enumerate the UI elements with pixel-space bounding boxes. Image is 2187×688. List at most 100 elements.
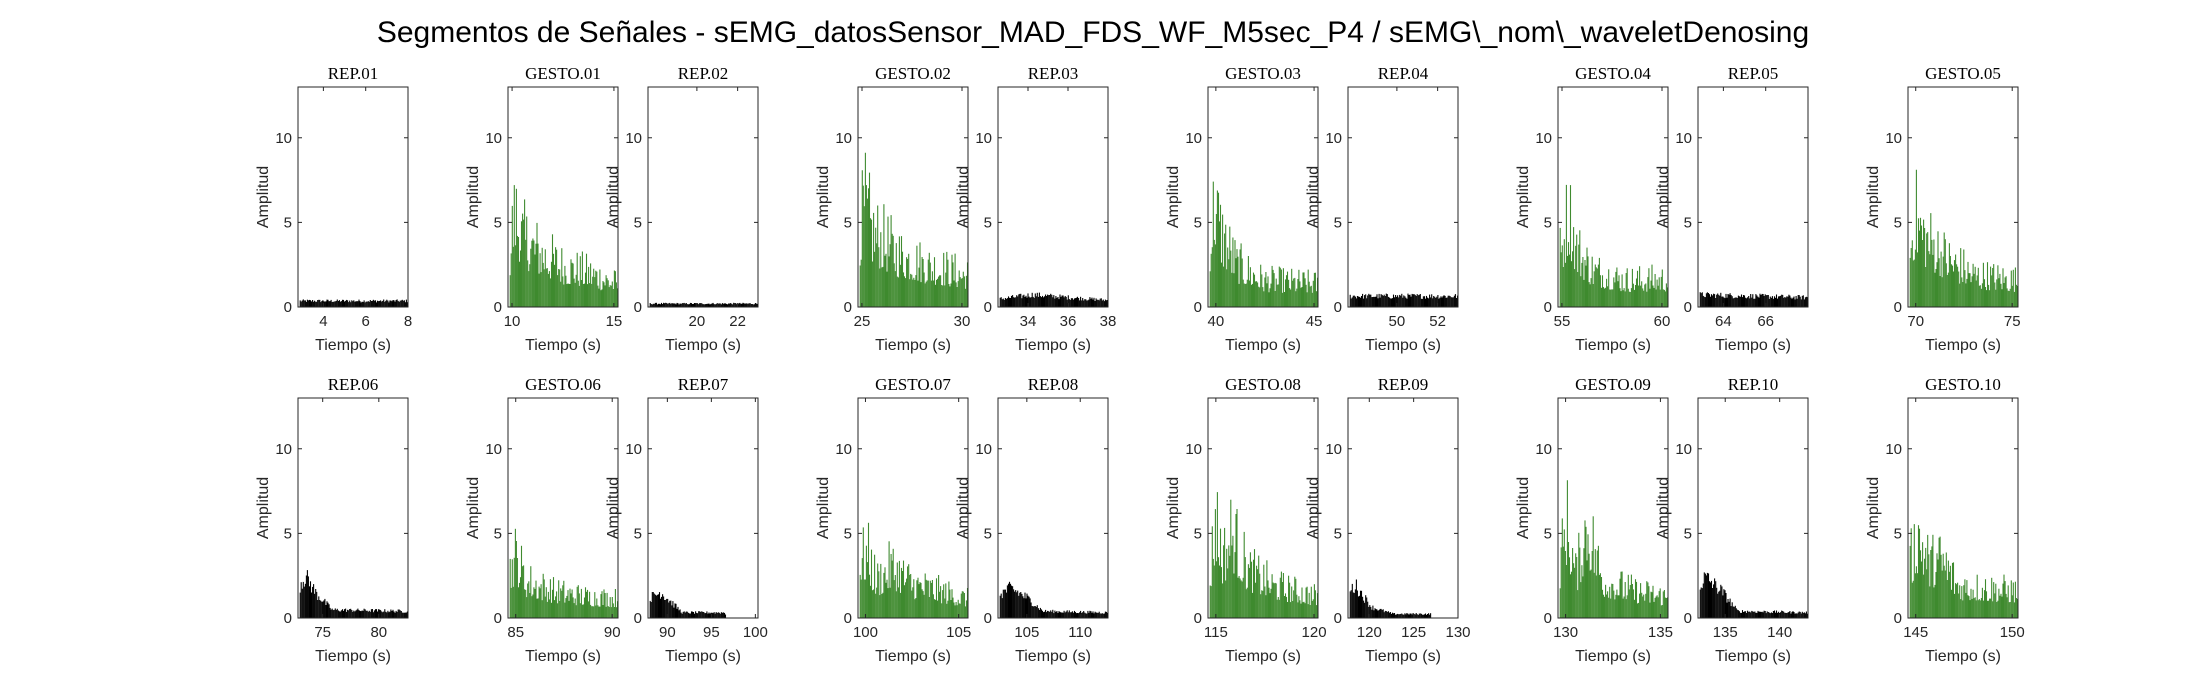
x-axis-label: Tiempo (s) (1715, 648, 1791, 665)
x-tick-label: 95 (703, 624, 720, 641)
subplot-title: REP.05 (1728, 64, 1779, 83)
y-tick-label: 5 (1194, 214, 1202, 231)
x-axis-label: Tiempo (s) (1225, 648, 1301, 665)
y-tick-label: 5 (1684, 214, 1692, 231)
y-tick-label: 5 (1194, 525, 1202, 542)
subplot-gesto-10: 0 5 10 145 150 GESTO.10 Tiempo (s) Amplitud (1865, 375, 2025, 665)
signal-series (509, 528, 619, 618)
y-tick-label: 0 (634, 299, 642, 316)
x-tick-label: 140 (1767, 624, 1792, 641)
y-tick-label: 5 (494, 525, 502, 542)
x-axis-label: Tiempo (s) (665, 648, 741, 665)
x-tick-label: 30 (954, 313, 971, 330)
y-tick-label: 0 (634, 610, 642, 627)
y-axis-label: Amplitud (1165, 477, 1182, 539)
x-axis-label: Tiempo (s) (1365, 337, 1441, 354)
y-tick-label: 0 (284, 299, 292, 316)
y-axis-label: Amplitud (1865, 477, 1882, 539)
y-axis-label: Amplitud (465, 166, 482, 228)
x-axis-label: Tiempo (s) (875, 648, 951, 665)
subplot-gesto-08: 0 5 10 115 120 GESTO.08 Tiempo (s) Amplitud (1165, 375, 1327, 665)
x-tick-label: 85 (507, 624, 524, 641)
x-tick-label: 45 (1306, 313, 1323, 330)
subplot-gesto-01: 0 5 10 10 15 GESTO.01 Tiempo (s) Amplitud (465, 64, 622, 354)
subplot-rep-02: 0 5 10 20 22 REP.02 Tiempo (s) Amplitud (605, 64, 759, 354)
axes-frame (857, 86, 969, 308)
signal-series (999, 581, 1109, 618)
y-tick-label: 10 (1885, 130, 1902, 147)
y-axis-label: Amplitud (605, 477, 622, 539)
subplot-title: GESTO.10 (1925, 375, 2001, 394)
figure-title: Segmentos de Señales - sEMG_datosSensor_… (377, 16, 1809, 49)
x-axis-label: Tiempo (s) (1015, 648, 1091, 665)
x-axis-label: Tiempo (s) (1015, 337, 1091, 354)
subplot-title: GESTO.03 (1225, 64, 1301, 83)
y-tick-label: 0 (984, 610, 992, 627)
x-axis-label: Tiempo (s) (1925, 648, 2001, 665)
subplot-rep-05: 0 5 10 64 66 REP.05 Tiempo (s) Amplitud (1655, 64, 1809, 354)
y-axis-label: Amplitud (1305, 477, 1322, 539)
subplot-title: REP.10 (1728, 375, 1779, 394)
x-tick-label: 115 (1204, 624, 1228, 641)
x-tick-label: 50 (1389, 313, 1406, 330)
subplot-gesto-06: 0 5 10 85 90 GESTO.06 Tiempo (s) Amplitud (465, 375, 621, 665)
axes-frame (1207, 86, 1319, 308)
x-tick-label: 36 (1060, 313, 1077, 330)
x-tick-label: 60 (1654, 313, 1671, 330)
y-axis-label: Amplitud (815, 166, 832, 228)
axes-frame (647, 86, 759, 308)
x-tick-label: 145 (1903, 624, 1928, 641)
y-tick-label: 10 (1325, 441, 1342, 458)
subplot-rep-06: 0 5 10 75 80 REP.06 Tiempo (s) Amplitud (255, 375, 409, 665)
y-tick-label: 0 (1334, 299, 1342, 316)
signal-series (859, 152, 969, 307)
x-tick-label: 6 (362, 313, 370, 330)
x-axis-label: Tiempo (s) (315, 648, 391, 665)
axes-frame (857, 397, 969, 619)
subplot-rep-08: 0 5 10 105 110 REP.08 Tiempo (s) Amplitud (955, 375, 1109, 665)
x-tick-label: 135 (1713, 624, 1738, 641)
y-axis-label: Amplitud (605, 166, 622, 228)
x-tick-label: 15 (606, 313, 623, 330)
y-tick-label: 5 (1894, 525, 1902, 542)
signal-series (859, 522, 969, 618)
y-axis-label: Amplitud (1305, 166, 1322, 228)
signal-series (649, 302, 759, 307)
x-tick-label: 20 (689, 313, 706, 330)
signal-series (1209, 492, 1319, 618)
signal-series (1349, 293, 1459, 307)
signal-series (1909, 169, 2019, 307)
x-tick-label: 34 (1020, 313, 1037, 330)
axes-frame (1207, 397, 1319, 619)
axes-frame (1347, 397, 1459, 619)
signal-series (299, 299, 408, 307)
subplot-gesto-03: 0 5 10 40 45 GESTO.03 Tiempo (s) Amplitud (1165, 64, 1322, 354)
y-axis-label: Amplitud (465, 477, 482, 539)
x-axis-label: Tiempo (s) (875, 337, 951, 354)
y-tick-label: 10 (275, 130, 292, 147)
x-tick-label: 22 (729, 313, 746, 330)
subplot-title: GESTO.02 (875, 64, 951, 83)
subplot-rep-07: 0 5 10 90 95 100 REP.07 Tiempo (s) Amplitud (605, 375, 768, 665)
subplot-title: REP.09 (1378, 375, 1429, 394)
y-tick-label: 0 (984, 299, 992, 316)
x-tick-label: 25 (854, 313, 871, 330)
subplot-rep-10: 0 5 10 135 140 REP.10 Tiempo (s) Amplitud (1655, 375, 1809, 665)
x-axis-label: Tiempo (s) (315, 337, 391, 354)
subplot-title: GESTO.06 (525, 375, 601, 394)
y-tick-label: 0 (1334, 610, 1342, 627)
subplot-title: REP.01 (328, 64, 379, 83)
y-axis-label: Amplitud (255, 166, 272, 228)
signal-series (1559, 184, 1669, 307)
x-axis-label: Tiempo (s) (1225, 337, 1301, 354)
y-axis-label: Amplitud (955, 477, 972, 539)
y-tick-label: 10 (975, 441, 992, 458)
y-tick-label: 5 (284, 525, 292, 542)
x-tick-label: 70 (1907, 313, 1924, 330)
x-tick-label: 10 (504, 313, 521, 330)
x-tick-label: 90 (659, 624, 676, 641)
subplot-gesto-05: 0 5 10 70 75 GESTO.05 Tiempo (s) Amplitud (1865, 64, 2021, 354)
subplot-title: REP.08 (1028, 375, 1079, 394)
subplot-gesto-09: 0 5 10 130 135 GESTO.09 Tiempo (s) Amplitud (1515, 375, 1673, 665)
